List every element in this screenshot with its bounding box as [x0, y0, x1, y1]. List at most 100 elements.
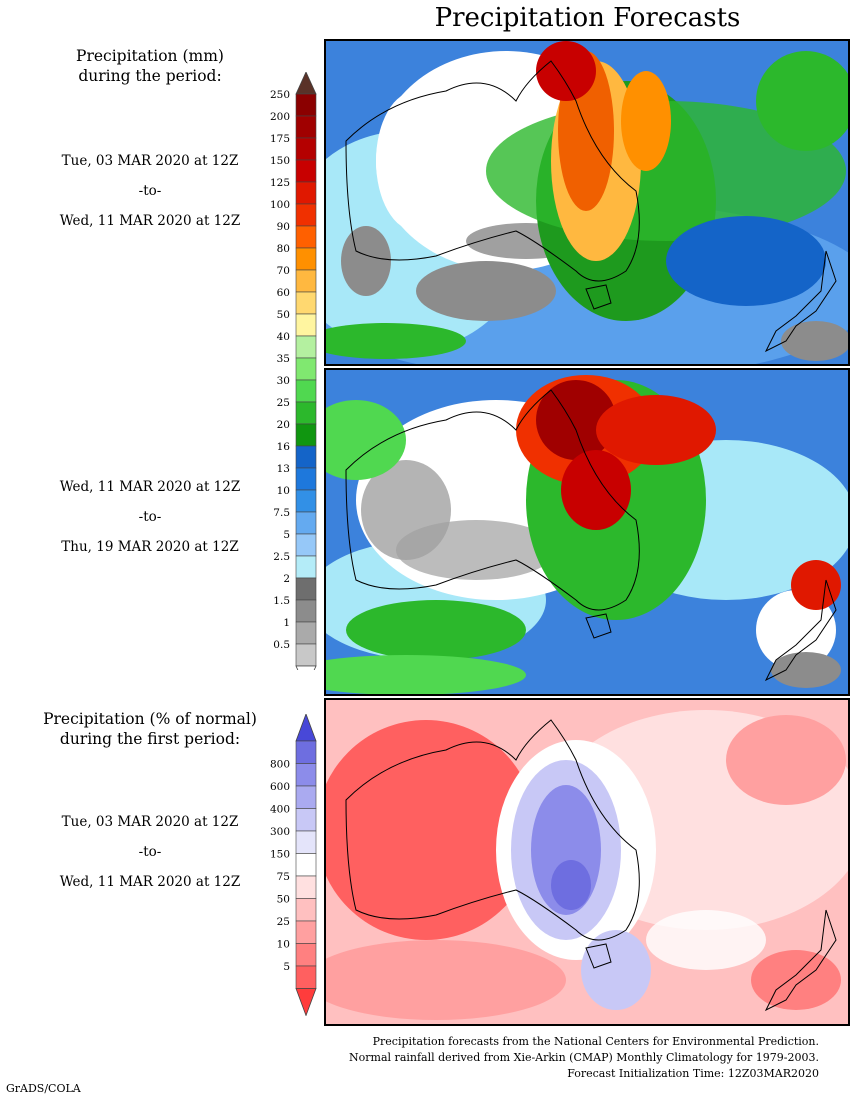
precip-colorbar-label: 150: [270, 155, 290, 167]
panel3-end-date: Wed, 11 MAR 2020 at 12Z: [59, 874, 241, 890]
percent-colorbar-label: 150: [270, 849, 290, 861]
precip-colorbar-segment: [295, 313, 317, 337]
precip-colorbar-segment: [295, 159, 317, 183]
panel2-start-date: Wed, 11 MAR 2020 at 12Z: [59, 479, 241, 495]
precip-colorbar-label: 1.5: [273, 595, 290, 607]
precip-colorbar-segment: [295, 115, 317, 139]
precip-colorbar-label: 10: [277, 485, 290, 497]
percent-normal-map: [324, 698, 850, 1026]
panel3-heading-line2: during the first period:: [59, 730, 241, 748]
precip-colorbar-label: 70: [277, 265, 290, 277]
precip-colorbar-label: 1: [283, 617, 290, 629]
percent-colorbar-segment: [295, 740, 317, 764]
percent-colorbar-segment: [295, 875, 317, 899]
footnote-line2: Normal rainfall derived from Xie-Arkin (…: [349, 1051, 819, 1064]
precip-colorbar-label: 16: [277, 441, 291, 453]
precip-colorbar-segment: [295, 555, 317, 579]
precip-colorbar-label: 175: [270, 133, 290, 145]
precip-colorbar-arrow-top: [295, 72, 317, 95]
panel2-end-date: Thu, 19 MAR 2020 at 12Z: [61, 539, 239, 555]
precip-colorbar-segment: [295, 335, 317, 359]
percent-colorbar-label: 10: [277, 939, 290, 951]
precip-map-period1: [324, 39, 850, 366]
precip-colorbar-segment: [295, 511, 317, 535]
percent-colorbar-segment: [295, 943, 317, 967]
panel1-heading-line1: Precipitation (mm): [76, 47, 224, 65]
precip-colorbar-label: 0.5: [273, 639, 290, 651]
panel1-end-date: Wed, 11 MAR 2020 at 12Z: [59, 213, 241, 229]
precip-colorbar-label: 100: [270, 199, 290, 211]
percent-colorbar-label: 75: [277, 871, 290, 883]
percent-colorbar-label: 800: [270, 759, 290, 771]
precip-colorbar-label: 90: [277, 221, 290, 233]
precip-colorbar-label: 2: [283, 573, 290, 585]
precip-colorbar-segment: [295, 357, 317, 381]
precip-colorbar-segment: [295, 533, 317, 557]
precip-colorbar-segment: [295, 577, 317, 601]
percent-colorbar-label: 25: [277, 916, 290, 928]
panel1-start-date: Tue, 03 MAR 2020 at 12Z: [61, 153, 239, 169]
percent-colorbar-label: 400: [270, 804, 290, 816]
precip-colorbar-segment: [295, 599, 317, 623]
precip-colorbar-segment: [295, 291, 317, 315]
precip-colorbar-label: 200: [270, 111, 290, 123]
percent-colorbar-segment: [295, 965, 317, 989]
panel1-heading-line2: during the period:: [78, 67, 222, 85]
precip-colorbar-segment: [295, 445, 317, 469]
percent-colorbar-label: 300: [270, 826, 290, 838]
precip-colorbar-segment: [295, 379, 317, 403]
percent-colorbar-label: 50: [277, 894, 290, 906]
precip-colorbar: 2502001751501251009080706050403530252016…: [270, 72, 317, 670]
precip-colorbar-segment: [295, 225, 317, 249]
precip-colorbar-label: 5: [283, 529, 290, 541]
precip-colorbar-segment: [295, 93, 317, 117]
percent-colorbar-segment: [295, 898, 317, 922]
precip-colorbar-segment: [295, 137, 317, 161]
percent-colorbar-arrow-bottom: [295, 988, 317, 1016]
percent-colorbar-arrow-top: [295, 714, 317, 742]
precip-colorbar-segment: [295, 489, 317, 513]
panel2-to: -to-: [138, 509, 162, 525]
page-title: Precipitation Forecasts: [434, 3, 741, 33]
panel1-to: -to-: [138, 183, 162, 199]
precip-colorbar-label: 20: [277, 419, 290, 431]
panel3-heading: Precipitation (% of normal) during the f…: [0, 709, 300, 749]
percent-colorbar-segment: [295, 763, 317, 787]
precip-colorbar-segment: [295, 621, 317, 645]
precip-colorbar-label: 7.5: [273, 507, 290, 519]
percent-colorbar: 800 600 400 300 150 75 50 25 10 5: [270, 714, 317, 1016]
precip-colorbar-label: 30: [277, 375, 290, 387]
grads-credit: GrADS/COLA: [6, 1082, 81, 1095]
precip-colorbar-label: 35: [277, 353, 290, 365]
percent-colorbar-segment: [295, 920, 317, 944]
panel1-heading: Precipitation (mm) during the period:: [0, 46, 300, 86]
panel3-to: -to-: [138, 844, 162, 860]
percent-colorbar-label: 600: [270, 781, 290, 793]
precip-colorbar-segment: [295, 423, 317, 447]
precip-colorbar-label: 25: [277, 397, 290, 409]
panel3-heading-line1: Precipitation (% of normal): [43, 710, 257, 728]
precip-colorbar-segment: [295, 203, 317, 227]
precip-colorbar-segment: [295, 401, 317, 425]
precip-colorbar-segment: [295, 467, 317, 491]
precip-colorbar-arrow-bottom: [295, 665, 317, 670]
precip-colorbar-label: 40: [277, 331, 290, 343]
precip-colorbar-segment: [295, 181, 317, 205]
footnote-line3: Forecast Initialization Time: 12Z03MAR20…: [567, 1067, 819, 1080]
percent-colorbar-segment: [295, 830, 317, 854]
percent-colorbar-segment: [295, 853, 317, 877]
precip-colorbar-segment: [295, 643, 317, 667]
precip-colorbar-label: 50: [277, 309, 290, 321]
precip-colorbar-label: 250: [270, 89, 290, 101]
percent-colorbar-label: 5: [283, 961, 290, 973]
percent-colorbar-segment: [295, 808, 317, 832]
precip-map-period2: [324, 368, 850, 696]
precip-colorbar-label: 2.5: [273, 551, 290, 563]
precip-colorbar-segment: [295, 247, 317, 271]
percent-colorbar-segment: [295, 785, 317, 809]
precip-colorbar-label: 60: [277, 287, 290, 299]
panel3-start-date: Tue, 03 MAR 2020 at 12Z: [61, 814, 239, 830]
footnote-line1: Precipitation forecasts from the Nationa…: [372, 1035, 819, 1048]
precip-colorbar-label: 80: [277, 243, 290, 255]
precip-colorbar-segment: [295, 269, 317, 293]
